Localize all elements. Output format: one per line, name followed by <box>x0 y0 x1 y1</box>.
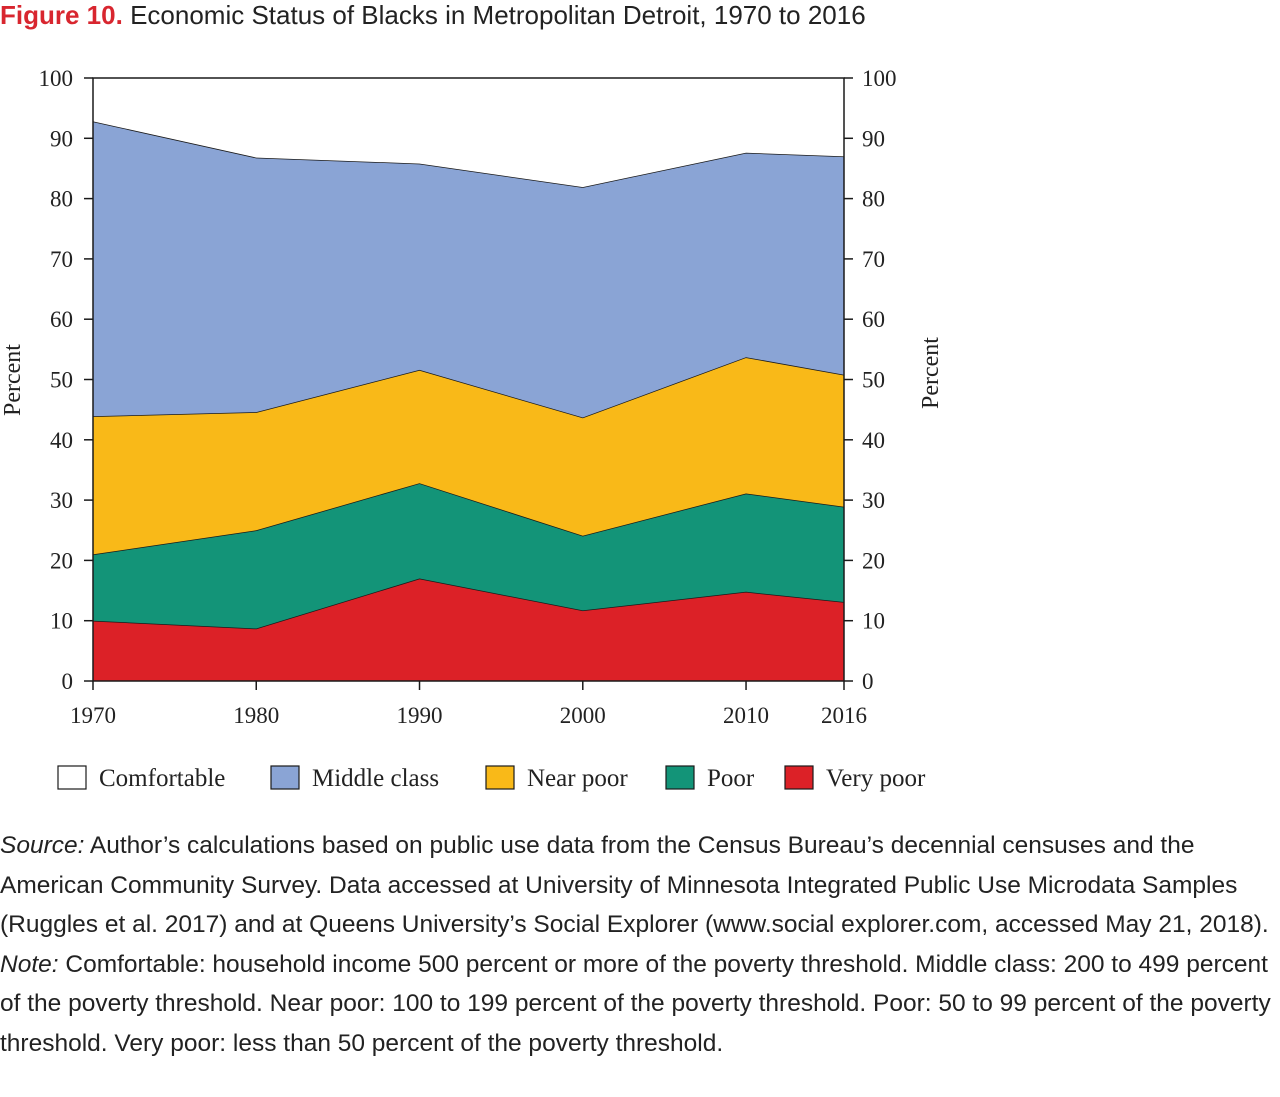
x-tick-label: 2010 <box>723 703 769 728</box>
x-tick-label: 2000 <box>560 703 606 728</box>
source-note: Source: Author’s calculations based on p… <box>0 826 1280 945</box>
source-text: Author’s calculations based on public us… <box>0 832 1269 939</box>
y-tick-label-left: 50 <box>50 368 73 393</box>
legend-label: Comfortable <box>99 765 225 792</box>
x-tick-label: 2016 <box>821 703 867 728</box>
y-axis-label-right: Percent <box>918 337 944 409</box>
legend-swatch <box>57 765 87 790</box>
legend-label: Very poor <box>826 765 926 792</box>
legend-swatch <box>784 765 814 790</box>
legend-item-poor: Poor <box>665 765 755 792</box>
area-poor <box>93 483 844 629</box>
y-tick-label-right: 40 <box>862 428 885 453</box>
y-axis-label-left: Percent <box>0 344 26 416</box>
area-very-poor <box>93 578 844 681</box>
y-tick-label-left: 100 <box>39 66 74 91</box>
y-tick-label-right: 60 <box>862 307 885 332</box>
chart-axes: 0 0 10 10 20 20 30 30 40 40 50 50 60 60 70 70 80 80 90 90 10… <box>39 66 897 728</box>
y-tick-label-left: 40 <box>50 428 73 453</box>
x-tick-label: 1970 <box>70 703 116 728</box>
stacked-area-chart: 0 0 10 10 20 20 30 30 40 40 50 50 60 60 70 70 80 80 90 90 10… <box>0 66 944 792</box>
y-tick-label-right: 10 <box>862 609 885 634</box>
chart-areas <box>92 78 845 681</box>
y-tick-label-right: 90 <box>862 126 885 151</box>
y-tick-label-left: 30 <box>50 488 73 513</box>
definition-note: Note: Comfortable: household income 500 … <box>0 945 1280 1064</box>
legend-label: Poor <box>707 765 755 792</box>
y-tick-label-right: 50 <box>862 368 885 393</box>
y-tick-label-left: 80 <box>50 187 73 212</box>
figure-label: Figure 10. <box>0 0 123 30</box>
figure-title-text: Economic Status of Blacks in Metropolita… <box>130 0 866 30</box>
y-tick-label-left: 0 <box>62 669 74 694</box>
y-tick-label-right: 30 <box>862 488 885 513</box>
legend-label: Middle class <box>312 765 439 792</box>
legend-label: Near poor <box>527 765 628 792</box>
legend-item-near-poor: Near poor <box>485 765 628 792</box>
y-tick-label-left: 70 <box>50 247 73 272</box>
chart-legend: Comfortable Middle class Near poor Poor Very… <box>57 765 926 792</box>
note-text: Comfortable: household income 500 percen… <box>0 950 1271 1057</box>
legend-item-comfortable: Comfortable <box>57 765 225 792</box>
note-label: Note: <box>0 950 59 978</box>
y-tick-label-left: 60 <box>50 307 73 332</box>
figure-title: Figure 10. Economic Status of Blacks in … <box>0 0 866 31</box>
y-tick-label-left: 10 <box>50 609 73 634</box>
area-middle-class <box>93 121 844 418</box>
area-comfortable <box>93 78 844 188</box>
y-tick-label-left: 20 <box>50 548 73 573</box>
legend-swatch <box>665 765 695 790</box>
y-tick-label-right: 80 <box>862 187 885 212</box>
legend-item-very-poor: Very poor <box>784 765 926 792</box>
y-tick-label-right: 20 <box>862 548 885 573</box>
x-tick-label: 1980 <box>233 703 279 728</box>
y-tick-label-right: 70 <box>862 247 885 272</box>
y-tick-label-left: 90 <box>50 126 73 151</box>
source-label: Source: <box>0 832 85 859</box>
y-tick-label-right: 0 <box>862 669 874 694</box>
legend-swatch <box>485 765 515 790</box>
chart-notes: Source: Author’s calculations based on p… <box>0 826 1280 1064</box>
x-tick-label: 1990 <box>397 703 443 728</box>
legend-swatch <box>270 765 300 790</box>
y-tick-label-right: 100 <box>862 66 897 91</box>
legend-item-middle-class: Middle class <box>270 765 439 792</box>
